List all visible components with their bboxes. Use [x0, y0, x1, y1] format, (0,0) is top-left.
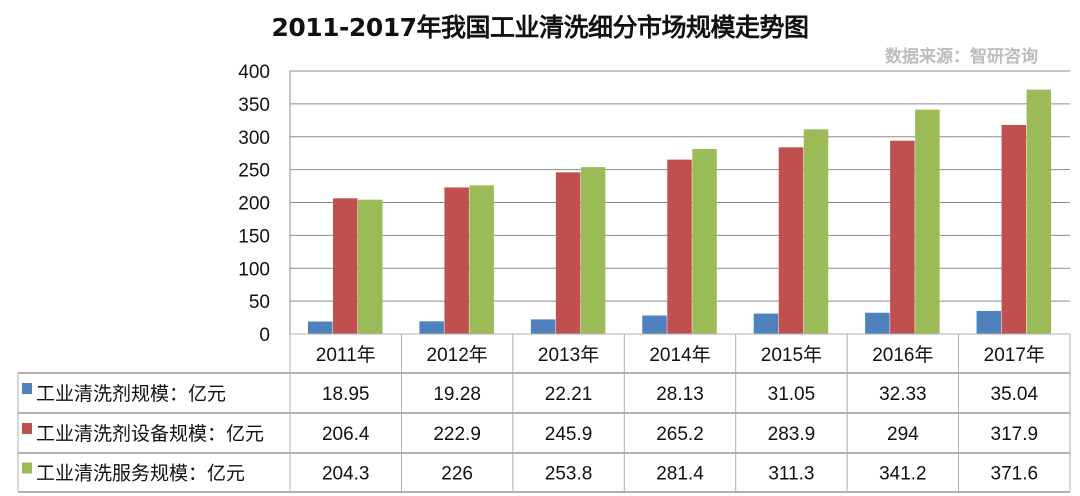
data-label: 204.3 — [322, 464, 370, 485]
data-label: 294 — [887, 424, 919, 445]
y-tick-label: 350 — [238, 95, 270, 116]
bar-2-2 — [580, 167, 606, 334]
category-label: 2014年 — [649, 344, 710, 366]
y-tick-label: 400 — [238, 62, 270, 83]
data-label: 28.13 — [656, 384, 704, 405]
legend-label: 工业清洗剂规模：亿元 — [36, 383, 226, 405]
data-label: 19.28 — [433, 384, 481, 405]
bar-0-2 — [530, 319, 556, 334]
bar-1-0 — [333, 198, 358, 334]
bar-2-1 — [469, 185, 494, 334]
source-note: 数据来源：智研咨询 — [885, 47, 1038, 67]
legend-swatch-1 — [22, 423, 32, 434]
legend-swatch-2 — [22, 462, 32, 474]
category-label: 2017年 — [984, 344, 1045, 366]
data-label: 283.9 — [768, 424, 816, 445]
bar-2-3 — [692, 148, 717, 334]
bar-0-3 — [642, 315, 667, 334]
data-label: 32.33 — [879, 384, 927, 405]
bar-1-5 — [890, 140, 915, 334]
legend-label: 工业清洗服务规模：亿元 — [36, 463, 245, 485]
y-tick-label: 100 — [238, 259, 270, 280]
chart-title: 2011-2017年我国工业清洗细分市场规模走势图 — [271, 13, 809, 42]
data-label: 265.2 — [656, 424, 704, 445]
data-label: 206.4 — [322, 424, 370, 445]
y-tick-label: 0 — [259, 325, 270, 346]
category-label: 2013年 — [538, 344, 599, 366]
category-label: 2012年 — [427, 344, 488, 366]
bar-2-4 — [803, 129, 829, 334]
data-label: 22.21 — [545, 384, 593, 405]
category-label: 2016年 — [872, 344, 933, 366]
data-label: 31.05 — [768, 384, 816, 405]
y-tick-label: 50 — [249, 292, 270, 313]
bar-2-0 — [358, 199, 383, 334]
bar-2-5 — [915, 109, 940, 334]
data-label: 222.9 — [433, 424, 481, 445]
bar-1-6 — [1001, 124, 1027, 335]
category-label: 2015年 — [761, 344, 822, 366]
y-tick-label: 250 — [238, 161, 270, 182]
data-label: 371.6 — [991, 464, 1039, 485]
bar-1-1 — [444, 187, 469, 334]
data-label: 35.04 — [991, 384, 1039, 405]
bar-0-4 — [753, 313, 779, 334]
data-label: 245.9 — [545, 424, 593, 445]
data-label: 341.2 — [879, 464, 927, 485]
category-label: 2011年 — [316, 344, 376, 366]
data-label: 253.8 — [545, 464, 593, 485]
y-tick-label: 300 — [238, 128, 270, 149]
bar-0-1 — [419, 321, 444, 334]
data-label: 317.9 — [991, 424, 1039, 445]
y-tick-label: 200 — [238, 194, 270, 215]
y-tick-label: 150 — [238, 226, 270, 247]
bar-2-6 — [1026, 89, 1052, 334]
bar-0-0 — [308, 321, 333, 334]
bar-0-5 — [865, 312, 890, 334]
data-label: 226 — [441, 464, 473, 485]
legend-label: 工业清洗剂设备规模：亿元 — [36, 423, 264, 445]
bar-1-2 — [555, 172, 581, 334]
legend-swatch-0 — [22, 383, 32, 394]
bar-1-3 — [667, 159, 692, 334]
data-label: 281.4 — [656, 464, 704, 485]
data-label: 18.95 — [322, 384, 370, 405]
bar-0-6 — [976, 310, 1002, 334]
data-label: 311.3 — [768, 464, 814, 485]
bar-1-4 — [778, 147, 804, 334]
